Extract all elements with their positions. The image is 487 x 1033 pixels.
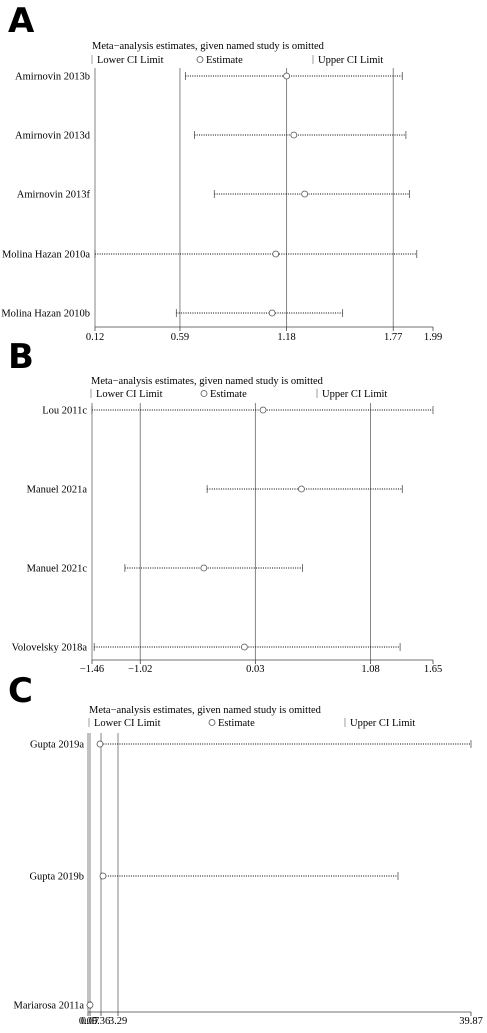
point-estimate <box>241 643 248 651</box>
forest-panel-b: B Meta−analysis estimates, given named st… <box>8 337 442 675</box>
legend-upper-label: Upper CI Limit <box>322 389 387 400</box>
x-tick-label: 0.03 <box>246 664 264 675</box>
point-estimate <box>298 485 305 493</box>
x-tick-label: 3.29 <box>109 1016 127 1027</box>
study-label: Manuel 2021c <box>27 564 88 575</box>
study-label: Amirnovin 2013d <box>15 131 91 142</box>
x-tick-label: 0.05 <box>79 1016 97 1027</box>
point-estimate <box>301 190 309 198</box>
legend-estimate-label: Estimate <box>206 55 243 66</box>
forest-panel-c: C Meta−analysis estimates, given named st… <box>8 671 483 1027</box>
panel-letter: C <box>8 671 33 711</box>
point-estimate <box>259 406 267 414</box>
x-tick-label: 1.99 <box>424 332 442 343</box>
study-label: Lou 2011c <box>42 406 87 417</box>
study-label: Gupta 2019b <box>29 872 84 883</box>
study-label: Mariarosa 2011a <box>14 1001 85 1012</box>
study-label: Amirnovin 2013f <box>17 190 91 201</box>
point-estimate <box>96 740 104 748</box>
legend-title: Meta−analysis estimates, given named stu… <box>89 705 322 716</box>
x-tick-label: 0.12 <box>86 332 104 343</box>
x-tick-label: 0.07 <box>81 1016 99 1027</box>
x-tick-label: 1.65 <box>424 664 442 675</box>
x-tick-label: −1.02 <box>128 664 152 675</box>
panel-letter: A <box>8 1 35 41</box>
study-label: Molina Hazan 2010b <box>1 309 90 320</box>
x-tick-label: −1.46 <box>80 664 104 675</box>
x-tick-label: 1.08 <box>361 664 379 675</box>
point-estimate <box>99 872 107 880</box>
legend-title: Meta−analysis estimates, given named stu… <box>91 376 324 387</box>
study-label: Manuel 2021a <box>27 485 88 496</box>
study-label: Molina Hazan 2010a <box>2 250 90 261</box>
x-tick-label: 0.36 <box>92 1016 110 1027</box>
study-label: Gupta 2019a <box>30 740 84 751</box>
x-tick-label: 0.59 <box>171 332 189 343</box>
legend-estimate-label: Estimate <box>218 718 255 729</box>
study-label: Amirnovin 2013b <box>15 72 90 83</box>
legend-lower-label: Lower CI Limit <box>96 389 163 400</box>
legend-upper-label: Upper CI Limit <box>318 55 383 66</box>
panel-letter: B <box>8 337 34 377</box>
forest-panel-a: A Meta−analysis estimates, given named st… <box>1 1 442 343</box>
legend-lower-label: Lower CI Limit <box>97 55 164 66</box>
point-estimate <box>200 564 208 572</box>
study-label: Volovelsky 2018a <box>12 643 88 654</box>
legend-estimate-marker <box>200 390 208 397</box>
point-estimate <box>268 309 276 317</box>
point-estimate <box>290 131 298 139</box>
x-tick-label: 39.87 <box>459 1016 483 1027</box>
x-tick-label: 1.18 <box>277 332 295 343</box>
legend-lower-label: Lower CI Limit <box>94 718 161 729</box>
point-estimate <box>283 72 290 80</box>
legend-title: Meta−analysis estimates, given named stu… <box>92 41 325 52</box>
legend-estimate-label: Estimate <box>210 389 247 400</box>
point-estimate <box>86 1001 94 1009</box>
x-tick-label: 1.77 <box>384 332 402 343</box>
legend-estimate-marker <box>208 719 216 726</box>
point-estimate <box>272 250 280 258</box>
legend-estimate-marker <box>196 56 204 63</box>
legend-upper-label: Upper CI Limit <box>350 718 415 729</box>
